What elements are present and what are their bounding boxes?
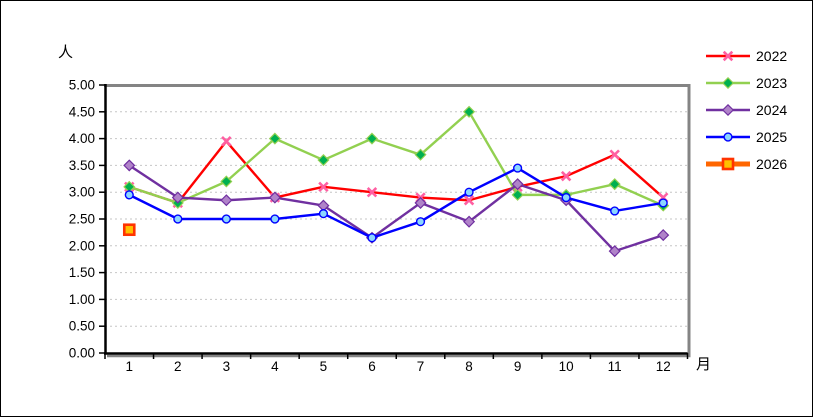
data-point-marker: [221, 136, 232, 147]
y-tick-label: 3.50: [69, 158, 95, 173]
y-tick-label: 2.50: [69, 212, 95, 227]
legend-item-2023: 2023: [705, 69, 787, 96]
data-point-marker: [723, 131, 733, 142]
x-axis-title: 月: [696, 356, 712, 373]
data-point-marker: [414, 196, 427, 209]
data-point-marker: [722, 50, 734, 61]
data-point-marker: [415, 217, 426, 227]
series-line-2022: [128, 140, 665, 205]
data-point-marker: [609, 149, 620, 160]
data-point-marker: [220, 194, 233, 207]
series-line-2023: [128, 110, 665, 207]
legend-label-2024: 2024: [756, 101, 788, 118]
data-point-marker: [610, 206, 620, 216]
y-tick-label: 0.00: [69, 346, 95, 361]
data-point-marker: [608, 178, 621, 191]
y-tick-label: 3.00: [69, 185, 95, 200]
x-tick-label: 9: [514, 359, 522, 374]
legend-swatch-2024-icon: [706, 103, 750, 116]
data-point-marker: [463, 105, 476, 118]
y-axis-title: 人: [58, 44, 74, 61]
y-tick-label: 1.00: [69, 292, 95, 307]
legend-item-2026: 2026: [705, 150, 787, 177]
data-point-marker: [366, 186, 378, 198]
data-point-marker: [463, 215, 476, 228]
x-tick-label: 3: [223, 359, 231, 374]
data-point-marker: [511, 188, 524, 201]
data-point-marker: [268, 191, 281, 204]
data-point-marker: [173, 214, 183, 224]
data-point-marker: [464, 187, 474, 197]
data-point-marker: [124, 190, 134, 200]
data-point-marker: [270, 214, 280, 224]
data-point-marker: [658, 198, 668, 208]
series-2025: [124, 163, 668, 243]
x-tick-label: 1: [126, 359, 134, 374]
data-point-marker: [561, 192, 571, 203]
data-point-marker: [721, 157, 735, 170]
x-tick-label: 4: [271, 359, 279, 374]
data-point-marker: [414, 148, 427, 161]
legend-item-2022: 2022: [705, 42, 787, 69]
x-tick-labels: 1 2 3 4 5 6 7 8 9 10 11 12: [126, 359, 671, 374]
legend-label-2022: 2022: [756, 47, 788, 64]
legend-swatch-2023-icon: [706, 76, 750, 89]
x-tick-label: 11: [608, 359, 622, 374]
data-point-marker: [365, 132, 379, 145]
data-point-marker: [123, 159, 136, 172]
data-point-marker: [221, 214, 231, 224]
data-point-marker: [511, 178, 524, 191]
legend-label-2023: 2023: [756, 74, 788, 91]
x-tick-label: 8: [465, 359, 473, 374]
series-line-2025: [128, 166, 665, 239]
data-point-marker: [318, 181, 329, 193]
legend-swatch-2025-icon: [706, 131, 750, 142]
data-point-marker: [608, 245, 621, 258]
y-tick-labels: 0.00 0.50 1.00 1.50 2.00 2.50 3.00 3.50 4.00 4.50…: [69, 78, 95, 361]
data-point-marker: [317, 153, 330, 167]
data-point-marker: [657, 229, 670, 242]
data-point-marker: [122, 223, 136, 237]
legend-label-2025: 2025: [756, 128, 788, 145]
series-2026: [122, 223, 136, 237]
x-tick-label: 5: [320, 359, 328, 374]
legend: 2022 2023 2024 2025 2026: [705, 42, 787, 177]
legend-swatch-2022-icon: [706, 50, 750, 61]
x-tick-label: 7: [417, 359, 425, 374]
series-2024: [123, 159, 670, 258]
legend-swatch-2026-icon: [706, 157, 750, 170]
data-point-marker: [367, 233, 377, 243]
series-line-2024: [128, 164, 665, 253]
legend-item-2024: 2024: [705, 96, 787, 123]
y-tick-label: 1.50: [69, 265, 95, 280]
data-point-marker: [721, 103, 735, 116]
x-tick-label: 2: [174, 359, 182, 374]
y-tick-label: 5.00: [69, 78, 95, 93]
x-tick-label: 12: [656, 359, 671, 374]
y-tick-label: 4.00: [69, 131, 95, 146]
x-tick-label: 10: [559, 359, 574, 374]
data-point-marker: [171, 191, 184, 204]
y-tick-label: 0.50: [69, 319, 95, 334]
legend-item-2025: 2025: [705, 123, 787, 150]
x-tick-label: 6: [368, 359, 376, 374]
data-point-marker: [721, 76, 735, 89]
y-tick-label: 2.00: [69, 238, 95, 253]
data-point-marker: [318, 209, 329, 219]
data-point-marker: [220, 175, 233, 188]
axis-ticks: [99, 84, 689, 359]
legend-label-2026: 2026: [756, 155, 788, 172]
data-point-marker: [463, 195, 475, 206]
data-point-marker: [268, 132, 281, 145]
data-point-marker: [560, 170, 572, 182]
data-point-marker: [513, 163, 523, 173]
y-tick-label: 4.50: [69, 104, 95, 119]
